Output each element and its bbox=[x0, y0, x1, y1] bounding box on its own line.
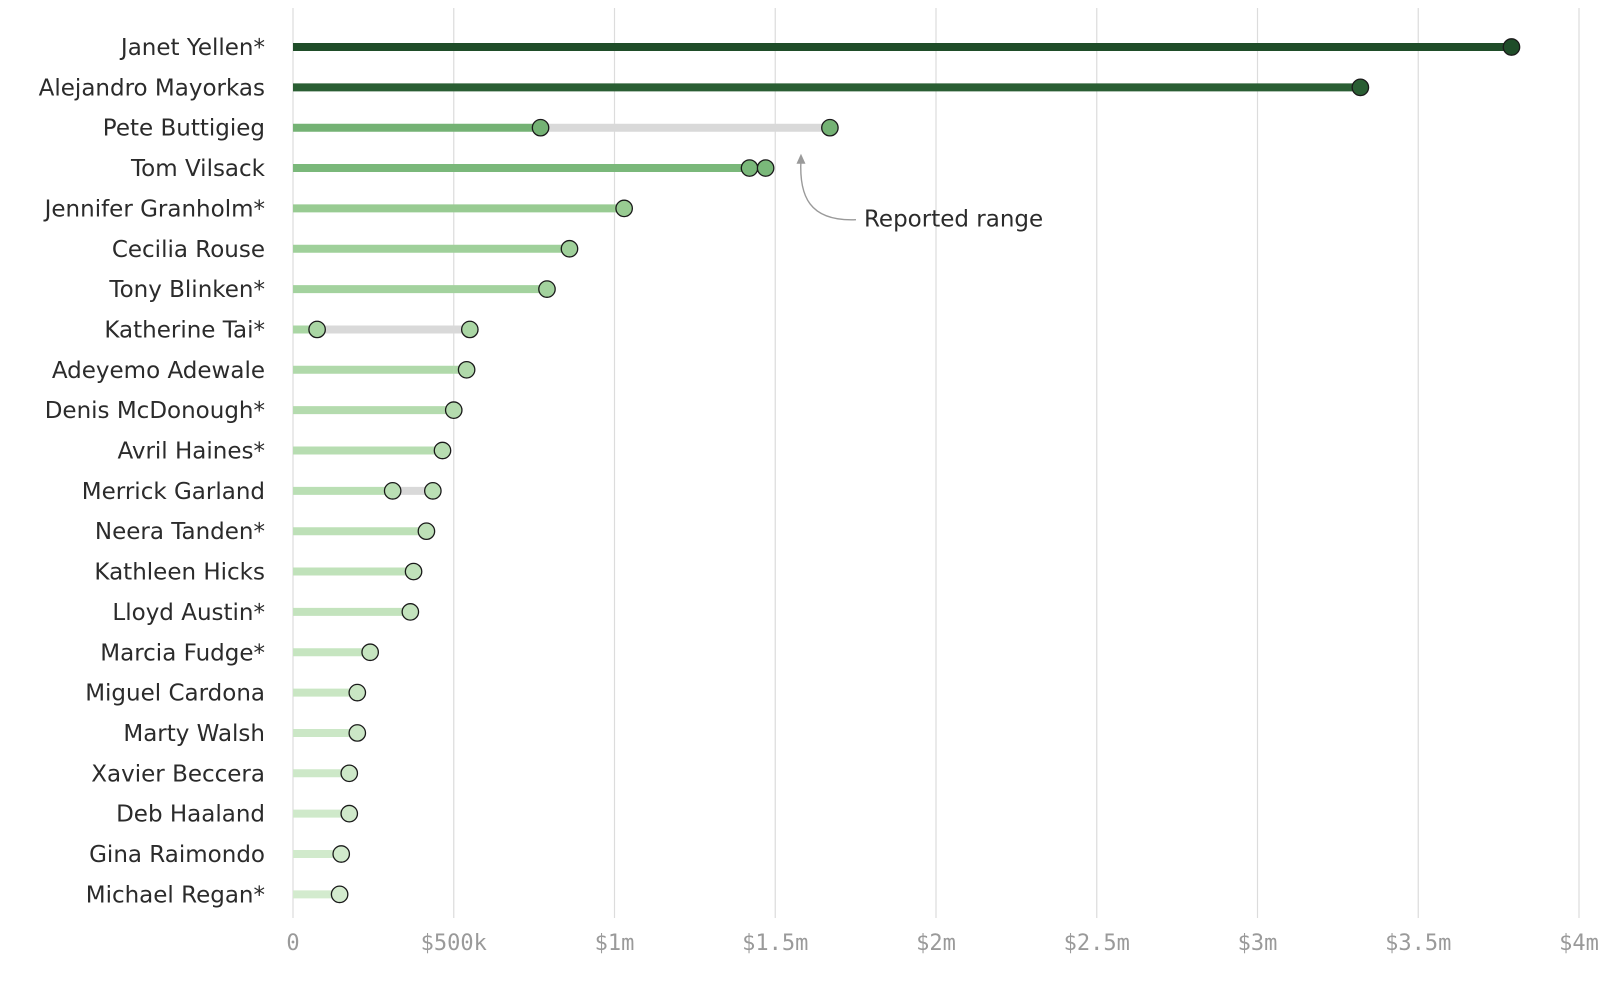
min-value-dot bbox=[531, 118, 550, 137]
row-label: Adeyemo Adewale bbox=[52, 358, 265, 384]
row-katherine-tai: Katherine Tai* bbox=[104, 317, 479, 343]
x-tick-label: $2m bbox=[916, 931, 956, 956]
max-value-dot bbox=[460, 320, 479, 339]
row-label: Neera Tanden* bbox=[95, 519, 265, 545]
value-dot bbox=[457, 360, 476, 379]
value-dot bbox=[538, 280, 556, 298]
row-tony-blinken: Tony Blinken* bbox=[108, 277, 556, 303]
value-dot bbox=[348, 683, 367, 702]
x-tick-label: $4m bbox=[1559, 931, 1599, 956]
annotation: Reported range bbox=[796, 153, 1043, 233]
row-label: Miguel Cardona bbox=[85, 681, 265, 707]
x-axis-ticks: 0 $500k $1m $1.5m $2m $2.5m $3m $3.5m $4m bbox=[286, 931, 1599, 956]
value-dot bbox=[404, 562, 423, 581]
row-tom-vilsack: Tom Vilsack bbox=[130, 156, 775, 182]
value-dot bbox=[444, 401, 463, 419]
row-label: Jennifer Granholm* bbox=[43, 196, 265, 222]
annotation-label: Reported range bbox=[864, 207, 1043, 233]
row-label: Tom Vilsack bbox=[130, 156, 266, 182]
row-michael-regan: Michael Regan* bbox=[86, 882, 349, 908]
row-avril-haines: Avril Haines* bbox=[117, 439, 452, 465]
row-xavier-beccera: Xavier Beccera bbox=[91, 761, 359, 787]
row-janet-yellen: Janet Yellen* bbox=[119, 35, 1521, 61]
annotation-arrow bbox=[800, 159, 856, 221]
row-cecilia-rouse: Cecilia Rouse bbox=[112, 237, 579, 263]
row-label: Marcia Fudge* bbox=[100, 640, 265, 666]
row-label: Michael Regan* bbox=[86, 882, 265, 908]
row-label: Avril Haines* bbox=[117, 439, 265, 465]
row-adeyemo-adewale: Adeyemo Adewale bbox=[52, 358, 476, 384]
row-jennifer-granholm: Jennifer Granholm* bbox=[43, 196, 633, 222]
value-dot bbox=[340, 804, 359, 823]
x-tick-label: $3m bbox=[1238, 931, 1278, 956]
row-label: Xavier Beccera bbox=[91, 761, 265, 787]
value-dot bbox=[1502, 38, 1521, 56]
row-label: Alejandro Mayorkas bbox=[39, 75, 265, 101]
value-dot bbox=[1351, 78, 1370, 97]
row-gina-raimondo: Gina Raimondo bbox=[89, 842, 351, 868]
row-miguel-cardona: Miguel Cardona bbox=[85, 681, 367, 707]
min-value-dot bbox=[740, 159, 759, 177]
row-deb-haaland: Deb Haaland bbox=[116, 802, 359, 828]
row-pete-buttigieg: Pete Buttigieg bbox=[103, 116, 839, 142]
x-tick-label: 0 bbox=[286, 931, 299, 956]
value-dot bbox=[340, 764, 359, 783]
value-dot bbox=[348, 724, 367, 742]
value-dot bbox=[401, 603, 420, 621]
row-neera-tanden: Neera Tanden* bbox=[95, 519, 436, 545]
x-tick-label: $2.5m bbox=[1064, 931, 1130, 956]
row-label: Kathleen Hicks bbox=[94, 560, 265, 586]
row-kathleen-hicks: Kathleen Hicks bbox=[94, 560, 423, 586]
row-label: Lloyd Austin* bbox=[112, 600, 265, 626]
value-dot bbox=[615, 199, 633, 218]
row-label: Merrick Garland bbox=[82, 479, 265, 505]
value-dot bbox=[560, 239, 579, 258]
value-dot bbox=[332, 845, 351, 863]
value-dot bbox=[433, 441, 452, 460]
min-value-dot bbox=[383, 481, 402, 500]
row-merrick-garland: Merrick Garland bbox=[82, 479, 442, 505]
row-lloyd-austin: Lloyd Austin* bbox=[112, 600, 420, 626]
gridlines bbox=[292, 8, 1580, 918]
row-denis-mcdonough: Denis McDonough* bbox=[45, 398, 463, 424]
row-alejandro-mayorkas: Alejandro Mayorkas bbox=[39, 75, 1370, 101]
x-tick-label: $1m bbox=[595, 931, 635, 956]
max-value-dot bbox=[424, 481, 442, 500]
data-rows: Janet Yellen* Alejandro Mayorkas Pete Butt… bbox=[39, 35, 1521, 908]
value-dot bbox=[361, 643, 380, 662]
row-label: Deb Haaland bbox=[116, 802, 265, 828]
x-tick-label: $3.5m bbox=[1385, 931, 1451, 956]
row-label: Denis McDonough* bbox=[45, 398, 265, 424]
max-value-dot bbox=[756, 159, 775, 177]
row-label: Gina Raimondo bbox=[89, 842, 265, 868]
x-tick-label: $500k bbox=[421, 931, 487, 956]
row-label: Pete Buttigieg bbox=[103, 116, 265, 142]
row-marty-walsh: Marty Walsh bbox=[123, 721, 367, 747]
row-label: Janet Yellen* bbox=[119, 35, 265, 61]
value-dot bbox=[417, 522, 436, 541]
row-label: Katherine Tai* bbox=[104, 317, 265, 343]
row-label: Marty Walsh bbox=[123, 721, 265, 747]
max-value-dot bbox=[821, 118, 839, 137]
annotation-arrowhead bbox=[796, 153, 806, 164]
row-label: Tony Blinken* bbox=[108, 277, 265, 303]
min-value-dot bbox=[308, 320, 326, 339]
row-marcia-fudge: Marcia Fudge* bbox=[100, 640, 380, 666]
value-dot bbox=[330, 885, 349, 904]
x-tick-label: $1.5m bbox=[742, 931, 808, 956]
row-label: Cecilia Rouse bbox=[112, 237, 265, 263]
